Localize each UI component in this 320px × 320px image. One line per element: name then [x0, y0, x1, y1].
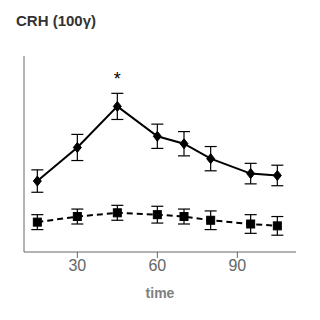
svg-text:time: time	[146, 285, 175, 301]
svg-text:90: 90	[228, 257, 246, 274]
svg-text:30: 30	[68, 257, 86, 274]
svg-text:*: *	[114, 69, 121, 89]
html-text:CRH (100γ): CRH (100γ)	[16, 12, 96, 29]
svg-text:60: 60	[148, 257, 166, 274]
